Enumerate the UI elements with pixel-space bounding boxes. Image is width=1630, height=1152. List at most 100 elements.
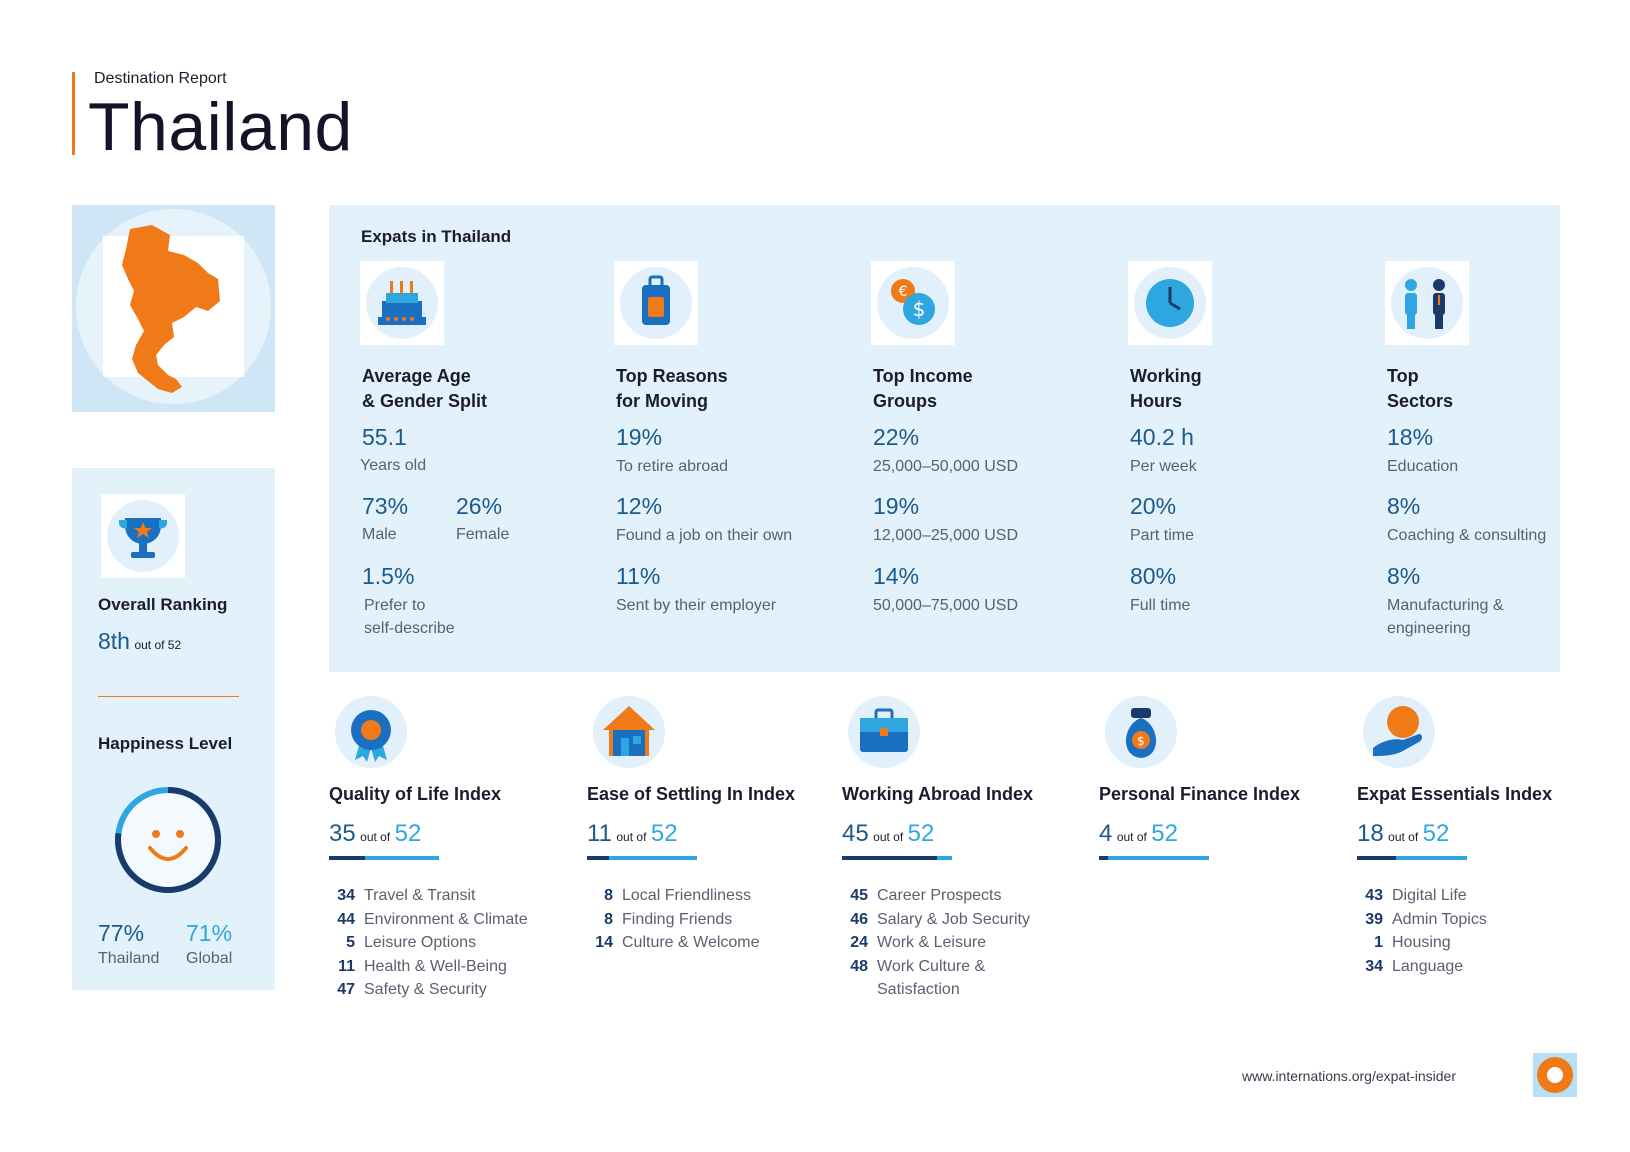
subcategory-row: 46 Salary & Job Security: [842, 908, 1092, 931]
overall-rank: 8th: [98, 628, 130, 654]
stat-label: 12,000–25,000 USD: [873, 527, 1018, 544]
briefcase-icon: [860, 708, 908, 752]
age-gender-column: Average Age & Gender Split 55.1 Years ol…: [360, 261, 600, 661]
index-title: Expat Essentials Index: [1357, 784, 1553, 804]
stat-label: To retire abroad: [616, 458, 729, 475]
index2-tile: [842, 690, 926, 774]
col-title-1: Top Reasons for Moving: [616, 366, 728, 411]
index-column-0: Quality of Life Index 35 out of 52 34 Trave…: [329, 690, 579, 1010]
female-value: 26%: [456, 493, 503, 519]
col3-tile: [1128, 261, 1212, 345]
thailand-map-icon: [122, 225, 220, 393]
index-total: 52: [394, 820, 422, 847]
smiley-icon: [148, 830, 188, 861]
index-column-4: Expat Essentials Index 18 out of 52 43 Digi…: [1357, 690, 1607, 1010]
subcategory-rank: 5: [346, 934, 355, 951]
index-progress-fill: [1099, 856, 1108, 860]
stat-value: 20%: [1130, 493, 1177, 519]
header-accent-bar: [72, 72, 75, 155]
stat-value: 11%: [616, 563, 661, 589]
expats-column-4: Top Sectors 18% Education 8% Coaching & cons…: [1385, 261, 1625, 661]
index-progress-fill: [1357, 856, 1396, 860]
stat-label: 50,000–75,000 USD: [873, 597, 1018, 614]
subcategory-row: 48 Work Culture &: [842, 955, 1092, 978]
overall-outof: out of 52: [134, 638, 182, 652]
subcategory-label: Digital Life: [1392, 887, 1467, 904]
stat-value: 8%: [1387, 563, 1421, 589]
report-kicker: Destination Report: [94, 70, 227, 87]
index-column-3: $ Personal Finance Index 4 out of 52: [1099, 690, 1349, 1010]
index-rank-line: 4 out of 52: [1099, 820, 1178, 848]
index-total: 52: [1422, 820, 1450, 847]
money-bag-icon: $: [1125, 708, 1157, 758]
people-icon: [1405, 279, 1445, 329]
index-outof: out of: [616, 830, 647, 844]
subcategory-row: 1 Housing: [1357, 931, 1607, 954]
index-progress-fill: [587, 856, 609, 860]
col1-tile: [614, 261, 698, 345]
subcategory-rank: 39: [1365, 910, 1383, 928]
index-total: 52: [1151, 820, 1178, 847]
index-progress-bar: [1099, 856, 1209, 860]
subcategory-rank: 34: [337, 887, 355, 904]
thailand-pct: 77%: [98, 920, 145, 946]
stat-value: 14%: [873, 563, 920, 589]
subcategory-row: 5 Leisure Options: [329, 931, 579, 954]
subcategory-rank: 46: [850, 910, 868, 928]
expats-column-2: € $ Top Income Groups 22% 25,000–50,000 USD 1…: [871, 261, 1111, 661]
subcategory-rank: 8: [604, 887, 613, 904]
index-outof: out of: [1116, 830, 1147, 844]
male-value: 73%: [362, 493, 409, 519]
subcategory-label: Salary & Job Security: [877, 910, 1030, 928]
stat-label: Part time: [1130, 527, 1195, 544]
index3-tile: $: [1099, 690, 1183, 774]
clock-icon: [1146, 279, 1194, 327]
subcategory-rank: 1: [1374, 934, 1383, 951]
subcategory-label: Health & Well-Being: [364, 957, 507, 975]
stat-label: Education: [1387, 458, 1459, 475]
stat-value: 40.2 h: [1130, 424, 1194, 450]
footer-url[interactable]: www.internations.org/expat-insider: [1242, 1068, 1456, 1084]
stat-label: Coaching & consulting: [1387, 527, 1547, 544]
global-pct: 71%: [186, 920, 233, 946]
cake-icon: [378, 281, 426, 325]
happiness-gauge: [115, 787, 221, 893]
subcategory-row: 34 Travel & Transit: [329, 884, 579, 907]
index-rank-line: 35 out of 52: [329, 820, 421, 848]
index0-tile: [329, 690, 413, 774]
expats-column-1: Top Reasons for Moving 19% To retire abroa…: [614, 261, 854, 661]
stat-value: 18%: [1387, 424, 1434, 450]
subcategory-label: Travel & Transit: [364, 887, 476, 904]
stat-value: 80%: [1130, 563, 1177, 589]
index-column-2: Working Abroad Index 45 out of 52 45 Career…: [842, 690, 1092, 1010]
subcategory-rank: 43: [1365, 887, 1383, 904]
subcategory-row: 47 Safety & Security: [329, 978, 579, 1001]
subcategory-label: Housing: [1392, 934, 1451, 951]
index-outof: out of: [360, 830, 391, 844]
col-title-4: Top Sectors: [1387, 366, 1454, 411]
subcategory-label: Leisure Options: [364, 934, 477, 951]
stat-label: Sent by their employer: [616, 597, 777, 614]
index-total: 52: [650, 820, 678, 847]
expats-title: Expats in Thailand: [361, 227, 512, 246]
index4-tile: [1357, 690, 1441, 774]
subcategory-rank: 8: [604, 910, 613, 928]
subcategory-label: Career Prospects: [877, 887, 1002, 904]
hand-globe-icon: [1373, 706, 1422, 756]
rosette-icon: [351, 710, 391, 762]
subcategory-label: Finding Friends: [622, 910, 733, 928]
stat-value: 8%: [1387, 493, 1421, 519]
cake-tile: [360, 261, 444, 345]
stat-label: Per week: [1130, 458, 1197, 475]
suitcase-icon: [642, 275, 670, 325]
subcategory-rank: 48: [850, 957, 868, 975]
subcategory-label: Satisfaction: [877, 981, 960, 998]
index-progress-bar: [842, 856, 952, 860]
index-title: Quality of Life Index: [329, 784, 502, 804]
index1-tile: [587, 690, 671, 774]
col-title-3: Working Hours: [1130, 366, 1202, 411]
subcategory-row: 39 Admin Topics: [1357, 908, 1607, 931]
subcategory-row: 24 Work & Leisure: [842, 931, 1092, 954]
subcategory-rank: 14: [595, 934, 613, 951]
stat-label: Full time: [1130, 597, 1191, 614]
